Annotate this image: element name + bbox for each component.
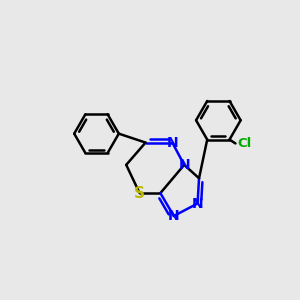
Text: S: S <box>134 186 145 201</box>
Text: N: N <box>168 209 180 223</box>
Text: N: N <box>167 136 178 150</box>
Text: N: N <box>192 196 203 211</box>
Text: N: N <box>178 158 190 172</box>
Text: Cl: Cl <box>237 137 251 150</box>
